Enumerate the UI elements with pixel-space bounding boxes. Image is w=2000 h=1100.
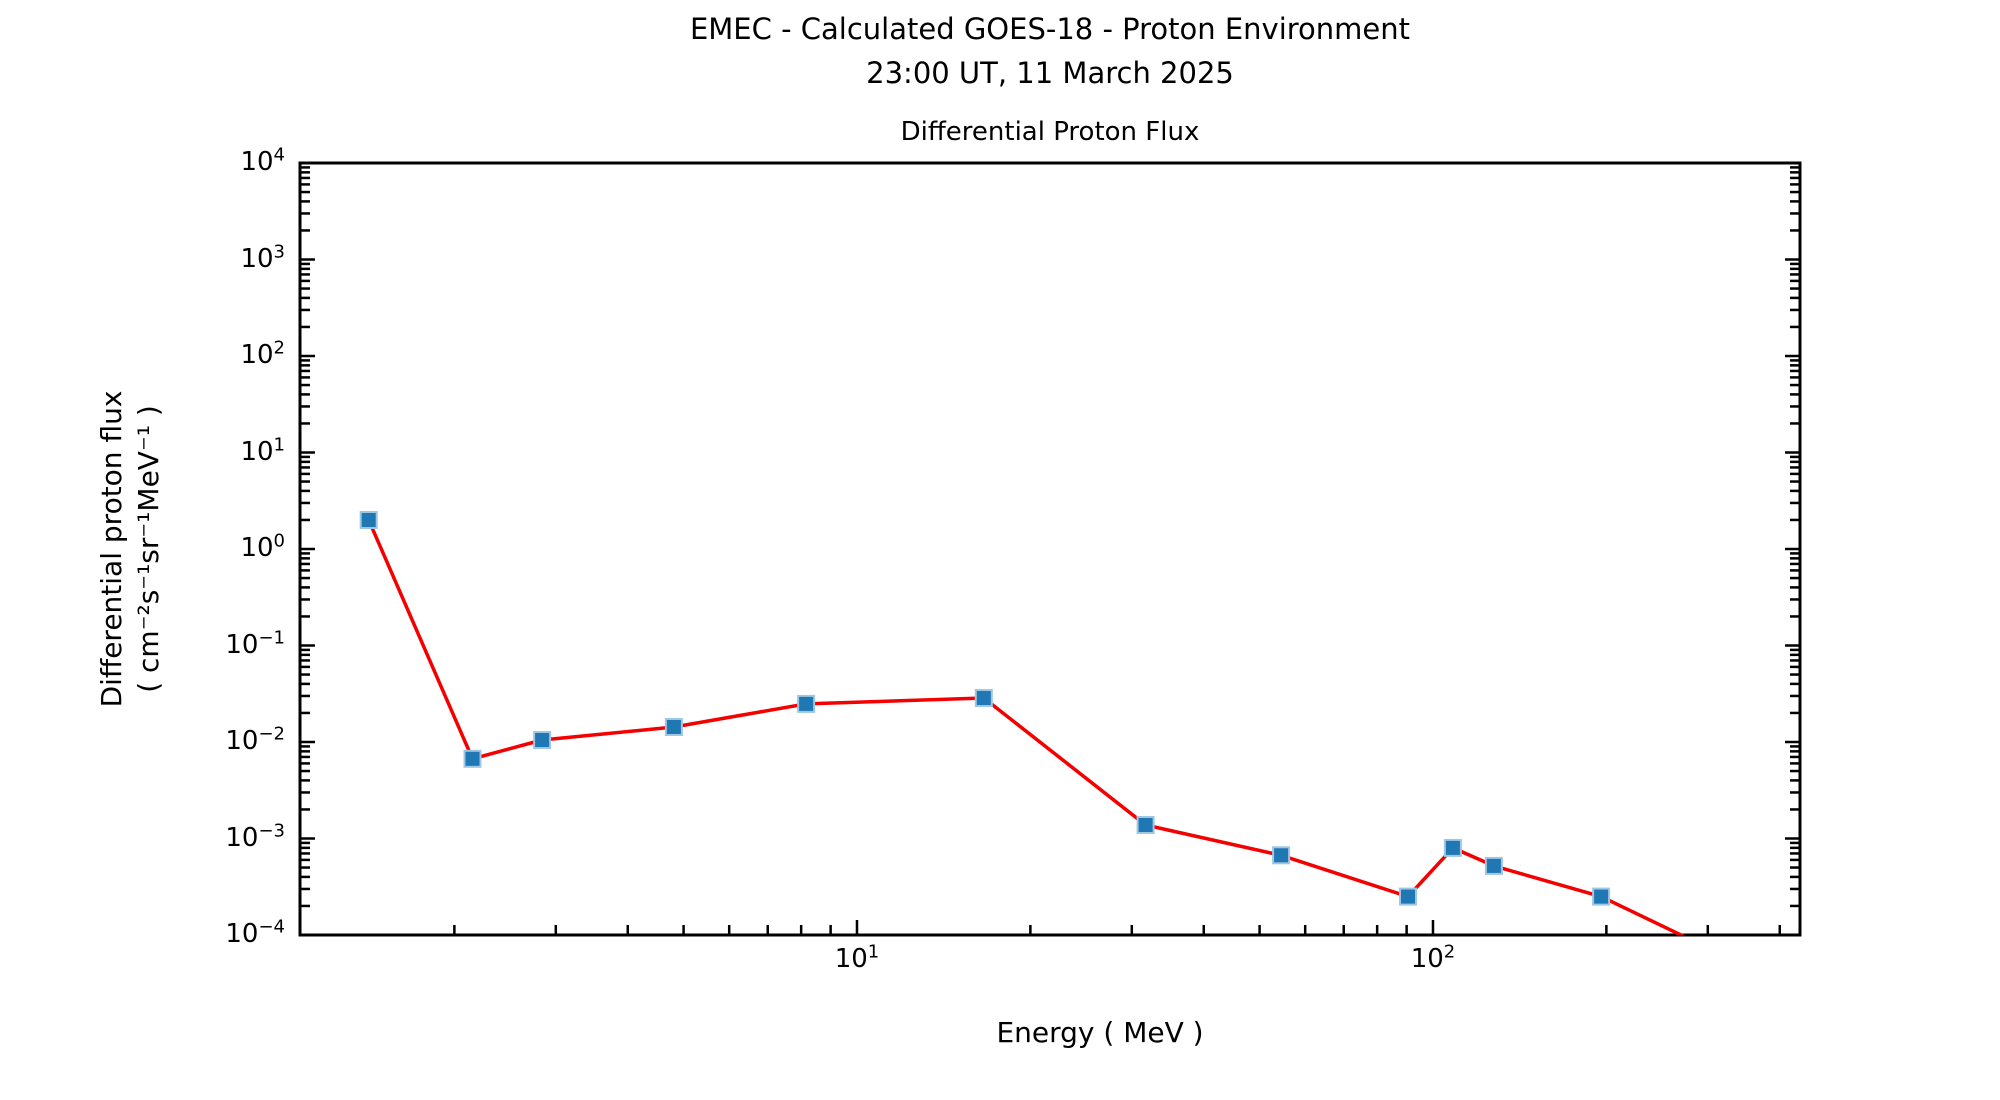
y-tick-label: 103 <box>240 240 285 274</box>
data-point-marker <box>533 731 552 749</box>
y-tick-label: 102 <box>240 337 285 370</box>
data-point-marker <box>1443 838 1462 857</box>
y-tick-label: 10−1 <box>225 626 285 660</box>
data-point-marker <box>359 511 378 529</box>
figure-title-line2: 23:00 UT, 11 March 2025 <box>866 56 1234 90</box>
x-axis-label: Energy ( MeV ) <box>996 1016 1204 1049</box>
data-point-marker <box>664 718 683 736</box>
y-tick-label: 10−2 <box>225 723 285 756</box>
x-tick-label: 101 <box>834 941 880 974</box>
data-point-marker <box>1727 953 1743 969</box>
data-point-marker <box>1136 816 1155 834</box>
data-point-marker <box>1399 887 1417 906</box>
data-point-marker <box>1592 887 1611 906</box>
y-tick-label: 10−4 <box>225 916 285 949</box>
y-tick-label: 101 <box>240 433 285 467</box>
axes-spines <box>298 161 1802 937</box>
x-tick-label: 102 <box>1410 941 1456 974</box>
y-tick-label: 104 <box>240 144 285 177</box>
data-point-marker <box>1272 846 1291 865</box>
data-point-marker <box>463 749 482 768</box>
y-tick-label: 10−3 <box>225 819 285 853</box>
data-point-marker <box>1484 856 1503 875</box>
data-point-marker <box>797 694 816 713</box>
data-point-marker <box>974 689 993 707</box>
y-tick-label: 100 <box>240 530 285 563</box>
flux-line <box>367 519 1686 935</box>
figure-title-line1: EMEC - Calculated GOES-18 - Proton Envir… <box>689 12 1411 46</box>
data-layer <box>359 511 1743 969</box>
axes-title: Differential Proton Flux <box>900 117 1200 147</box>
